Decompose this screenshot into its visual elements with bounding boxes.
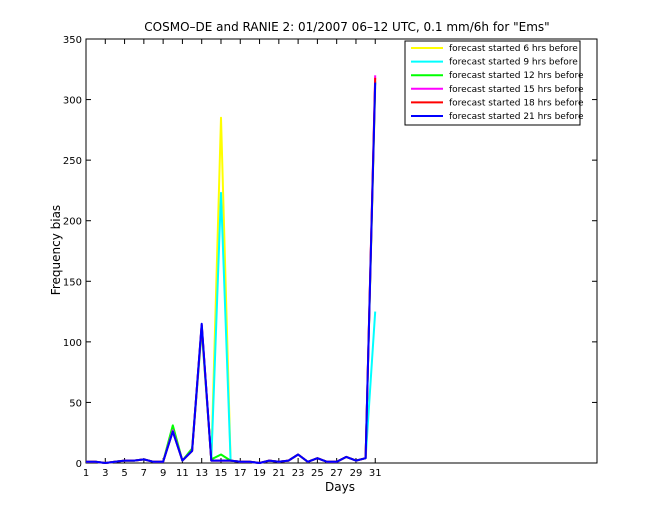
x-tick-label: 23	[292, 468, 305, 479]
legend: forecast started 6 hrs before forecast st…	[404, 40, 584, 126]
x-tick-label: 27	[330, 468, 343, 479]
legend-box	[404, 40, 581, 126]
legend-label: forecast started 15 hrs before	[449, 85, 584, 95]
x-tick-label: 9	[160, 468, 166, 479]
y-tick-label: 300	[63, 96, 82, 107]
x-axis-label: Days	[325, 480, 355, 494]
series-lines	[86, 75, 377, 464]
x-tick-label: 7	[141, 468, 147, 479]
y-tick-label: 350	[63, 35, 82, 46]
y-tick-label: 200	[63, 217, 82, 228]
y-tick-label: 150	[63, 277, 82, 288]
y-tick-label: 0	[76, 459, 82, 470]
series-line	[86, 82, 377, 464]
y-tick-label: 50	[69, 398, 82, 409]
legend-label: forecast started 12 hrs before	[449, 71, 584, 81]
x-tick-label: 1	[83, 468, 89, 479]
y-tick-label: 250	[63, 156, 82, 167]
y-axis-label: Frequency bias	[49, 205, 63, 295]
y-axis: 0 50 100 150 200 250 300 350	[63, 35, 597, 470]
x-tick-label: 21	[272, 468, 285, 479]
x-tick-label: 17	[234, 468, 247, 479]
x-tick-label: 15	[215, 468, 228, 479]
chart-title: COSMO–DE and RANIE 2: 01/2007 06–12 UTC,…	[144, 20, 549, 34]
y-tick-label: 100	[63, 338, 82, 349]
x-tick-label: 5	[121, 468, 127, 479]
legend-label: forecast started 18 hrs before	[449, 98, 584, 108]
x-tick-label: 31	[369, 468, 382, 479]
x-tick-label: 3	[102, 468, 108, 479]
x-tick-label: 19	[253, 468, 266, 479]
legend-label: forecast started 21 hrs before	[449, 112, 584, 122]
x-tick-label: 29	[350, 468, 363, 479]
x-tick-label: 13	[195, 468, 208, 479]
legend-label: forecast started 6 hrs before	[449, 44, 578, 54]
x-axis: 1 3 5 7 9 11 13 15 17 19 21 23 25 27 29 31	[83, 39, 382, 479]
legend-label: forecast started 9 hrs before	[449, 58, 578, 68]
x-tick-label: 11	[176, 468, 189, 479]
x-tick-label: 25	[311, 468, 324, 479]
